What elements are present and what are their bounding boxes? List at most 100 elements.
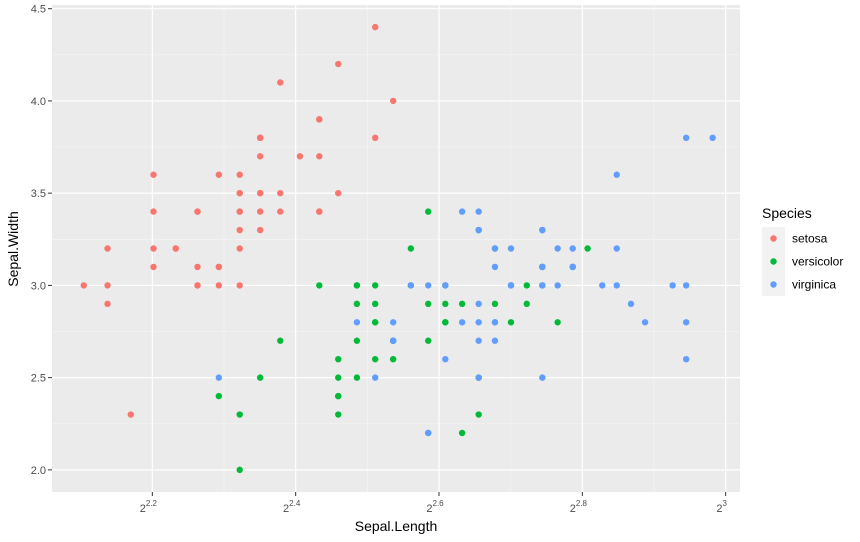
point-virginica	[682, 282, 690, 289]
x-tick-label: 22.4	[283, 499, 301, 515]
point-setosa	[194, 263, 201, 271]
data-points	[80, 23, 716, 474]
legend-swatch-virginica	[770, 281, 777, 288]
point-versicolor	[353, 300, 361, 308]
point-virginica	[475, 208, 482, 215]
point-virginica	[554, 245, 561, 252]
point-virginica	[682, 355, 690, 363]
point-versicolor	[371, 300, 379, 308]
y-tick-label: 4.0	[31, 96, 46, 108]
point-setosa	[172, 245, 179, 252]
point-virginica	[613, 171, 620, 178]
point-versicolor	[507, 319, 515, 326]
point-virginica	[215, 374, 223, 381]
point-virginica	[641, 319, 649, 326]
point-virginica	[475, 226, 482, 234]
point-versicolor	[425, 208, 432, 215]
point-virginica	[475, 319, 482, 326]
point-virginica	[491, 319, 499, 326]
point-virginica	[669, 282, 676, 289]
point-setosa	[150, 208, 157, 215]
point-versicolor	[371, 319, 379, 326]
point-virginica	[353, 319, 361, 326]
point-virginica	[569, 263, 576, 271]
point-versicolor	[371, 282, 379, 289]
point-virginica	[539, 226, 546, 234]
point-virginica	[539, 282, 546, 289]
y-tick-label: 2.5	[31, 373, 46, 385]
y-axis: 2.0 2.5 3.0 3.5 4.0 4.5	[31, 4, 52, 477]
point-virginica	[425, 282, 432, 289]
point-virginica	[442, 355, 449, 363]
point-versicolor	[335, 392, 342, 400]
y-tick-label: 3.5	[31, 188, 46, 200]
point-versicolor	[442, 319, 449, 326]
point-virginica	[407, 282, 415, 289]
point-virginica	[442, 282, 449, 289]
point-virginica	[389, 319, 397, 326]
point-setosa	[371, 23, 379, 31]
x-tick-label: 22.6	[426, 499, 444, 515]
point-setosa	[215, 263, 223, 271]
point-virginica	[491, 337, 499, 344]
point-virginica	[475, 374, 482, 381]
point-setosa	[389, 97, 397, 105]
point-virginica	[539, 263, 546, 271]
point-versicolor	[335, 355, 342, 363]
point-virginica	[371, 374, 379, 381]
point-virginica	[627, 300, 635, 308]
point-versicolor	[442, 300, 449, 308]
point-virginica	[569, 245, 576, 252]
point-virginica	[458, 208, 466, 215]
point-setosa	[104, 300, 111, 308]
x-axis: 22.2 22.4 22.6 22.8 23	[140, 492, 728, 515]
x-tick-label: 22.2	[140, 499, 158, 515]
point-virginica	[539, 374, 546, 381]
point-setosa	[150, 171, 157, 178]
legend-title: Species	[762, 205, 812, 221]
point-setosa	[236, 245, 243, 252]
point-setosa	[215, 171, 223, 178]
legend-label-setosa: setosa	[792, 232, 828, 246]
legend-swatch-versicolor	[770, 258, 777, 265]
legend-label-virginica: virginica	[792, 278, 836, 292]
point-setosa	[316, 208, 323, 215]
y-axis-title: Sepal.Width	[5, 211, 21, 286]
point-setosa	[194, 282, 201, 289]
point-versicolor	[236, 466, 243, 474]
point-setosa	[236, 189, 243, 197]
point-versicolor	[407, 245, 415, 252]
point-versicolor	[475, 411, 482, 418]
point-versicolor	[353, 374, 361, 381]
point-setosa	[296, 153, 304, 160]
point-setosa	[215, 282, 223, 289]
point-virginica	[475, 337, 482, 344]
point-virginica	[613, 245, 620, 252]
point-setosa	[150, 263, 157, 271]
point-virginica	[458, 319, 466, 326]
point-versicolor	[215, 392, 223, 400]
point-virginica	[682, 134, 690, 142]
point-virginica	[599, 282, 606, 289]
point-versicolor	[425, 300, 432, 308]
point-setosa	[256, 208, 264, 215]
point-versicolor	[316, 282, 323, 289]
point-versicolor	[554, 319, 561, 326]
point-virginica	[475, 300, 482, 308]
point-setosa	[104, 282, 111, 289]
point-versicolor	[523, 300, 530, 308]
point-virginica	[709, 134, 716, 142]
point-setosa	[236, 282, 243, 289]
point-setosa	[335, 60, 342, 68]
x-tick-label: 23	[716, 499, 727, 515]
plot-panel	[52, 5, 740, 492]
point-versicolor	[256, 374, 264, 381]
point-virginica	[682, 319, 690, 326]
point-virginica	[491, 245, 499, 252]
point-virginica	[613, 282, 620, 289]
point-setosa	[256, 189, 264, 197]
point-versicolor	[236, 411, 243, 418]
point-setosa	[256, 153, 264, 160]
point-virginica	[425, 429, 432, 437]
